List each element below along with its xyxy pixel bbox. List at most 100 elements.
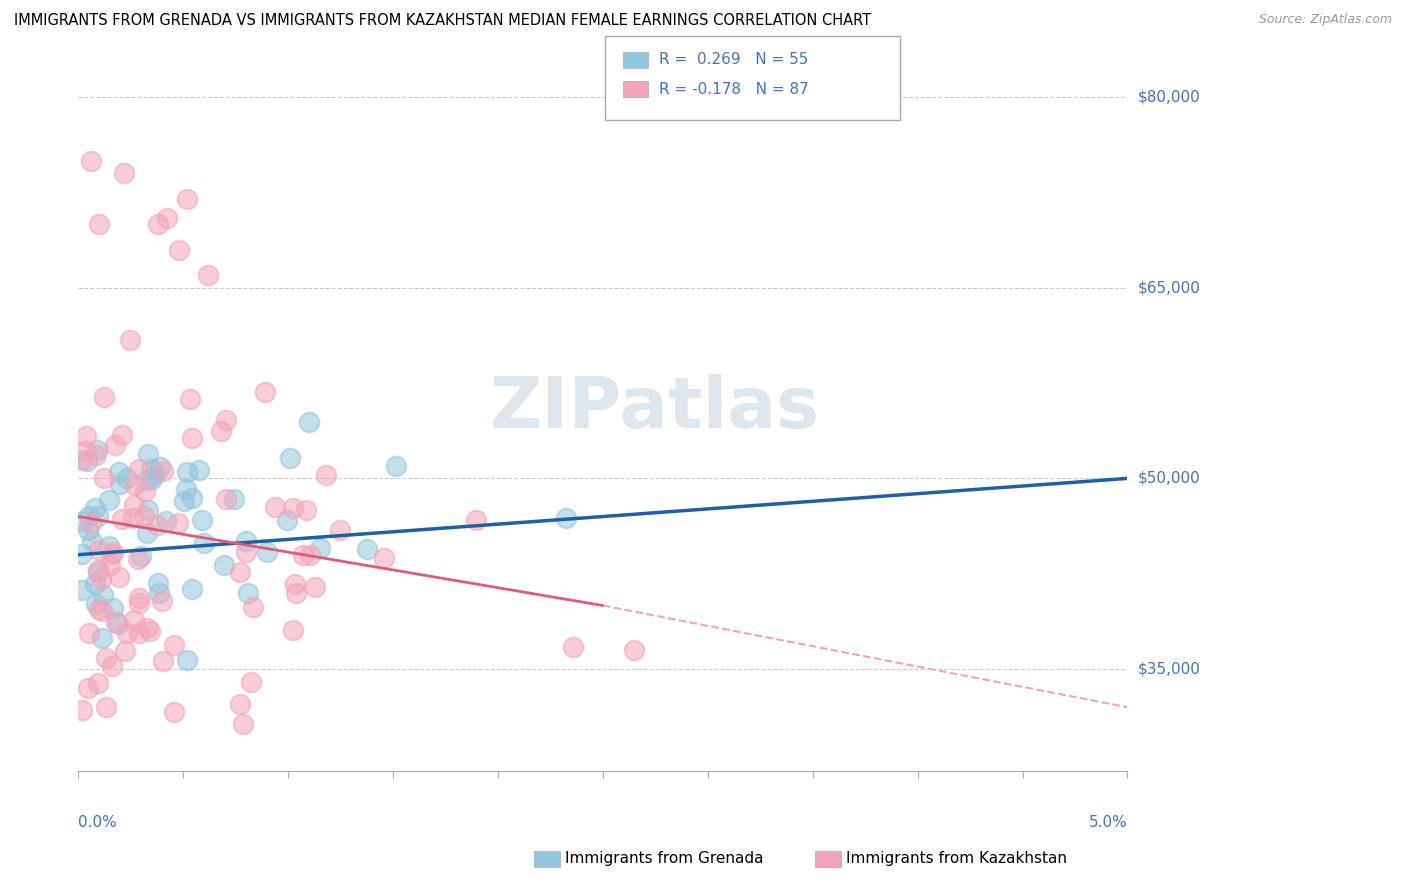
Point <box>82 534 104 549</box>
Point <box>136 447 159 461</box>
Point <box>299 549 322 563</box>
Point <box>76 454 98 468</box>
Point <box>229 698 252 712</box>
Text: Source: ZipAtlas.com: Source: ZipAtlas.com <box>1258 13 1392 27</box>
Point <box>101 600 124 615</box>
Point <box>80 153 103 168</box>
Point <box>128 625 150 640</box>
Point <box>586 852 609 866</box>
Point <box>118 333 141 347</box>
Point <box>108 570 131 584</box>
Point <box>215 492 238 507</box>
Text: 0.0%: 0.0% <box>79 815 117 830</box>
Point <box>84 597 107 611</box>
Point <box>464 513 486 527</box>
Point <box>179 392 201 406</box>
Point <box>87 543 110 558</box>
Point <box>108 466 131 480</box>
Point <box>72 453 94 467</box>
Point <box>294 502 316 516</box>
Point <box>235 533 257 548</box>
Point <box>152 655 174 669</box>
Point <box>193 535 215 549</box>
Point <box>107 616 129 631</box>
Point <box>101 658 124 673</box>
Point <box>329 523 352 537</box>
Point <box>276 512 298 526</box>
Point <box>111 428 134 442</box>
Point <box>103 777 125 791</box>
Point <box>188 463 211 477</box>
Point <box>176 653 198 667</box>
Point <box>111 512 134 526</box>
Point <box>72 582 94 597</box>
Point <box>356 541 378 556</box>
Point <box>93 390 115 404</box>
Point <box>283 500 305 515</box>
Point <box>155 514 177 528</box>
Point <box>132 509 155 524</box>
Point <box>152 464 174 478</box>
Point <box>181 582 204 596</box>
Point <box>72 703 94 717</box>
Point <box>86 562 108 576</box>
Point <box>103 545 125 559</box>
Point <box>97 493 120 508</box>
Point <box>83 577 105 591</box>
Point <box>181 491 204 505</box>
Point <box>141 462 163 476</box>
Point <box>128 591 150 605</box>
Point <box>122 498 145 512</box>
Point <box>167 243 190 257</box>
Point <box>90 573 112 587</box>
Point <box>80 516 103 530</box>
Text: R = -0.178   N = 87: R = -0.178 N = 87 <box>659 82 810 96</box>
Text: $50,000: $50,000 <box>1137 471 1201 486</box>
Point <box>124 478 146 492</box>
Point <box>117 625 139 640</box>
Point <box>128 462 150 476</box>
Point <box>136 502 159 516</box>
Point <box>87 565 110 579</box>
Text: $65,000: $65,000 <box>1137 280 1201 295</box>
Text: IMMIGRANTS FROM GRENADA VS IMMIGRANTS FROM KAZAKHSTAN MEDIAN FEMALE EARNINGS COR: IMMIGRANTS FROM GRENADA VS IMMIGRANTS FR… <box>14 13 872 29</box>
Point <box>87 675 110 690</box>
Point <box>115 470 138 484</box>
Point <box>128 596 150 610</box>
Point <box>139 624 162 638</box>
Point <box>163 705 186 719</box>
Point <box>167 516 190 530</box>
Text: Immigrants from Kazakhstan: Immigrants from Kazakhstan <box>846 851 1067 865</box>
Point <box>97 539 120 553</box>
Point <box>114 643 136 657</box>
Point <box>263 500 285 515</box>
Point <box>623 642 645 657</box>
Point <box>146 217 169 231</box>
Point <box>72 514 94 528</box>
Point <box>212 558 235 573</box>
Point <box>127 552 149 566</box>
Point <box>291 548 314 562</box>
Point <box>173 494 195 508</box>
Point <box>86 448 108 462</box>
Point <box>77 523 100 537</box>
Point <box>135 526 157 541</box>
Point <box>75 428 97 442</box>
Point <box>136 473 159 487</box>
Point <box>214 413 236 427</box>
Point <box>101 547 124 561</box>
Text: Immigrants from Grenada: Immigrants from Grenada <box>565 851 763 865</box>
Point <box>385 458 408 473</box>
Point <box>174 482 197 496</box>
Point <box>256 545 278 559</box>
Point <box>229 566 252 580</box>
Point <box>122 511 145 525</box>
Point <box>308 541 330 555</box>
Point <box>235 545 257 559</box>
Point <box>163 638 186 652</box>
Point <box>93 471 115 485</box>
Point <box>122 613 145 627</box>
Point <box>239 675 262 690</box>
Point <box>87 602 110 616</box>
Point <box>89 217 111 231</box>
